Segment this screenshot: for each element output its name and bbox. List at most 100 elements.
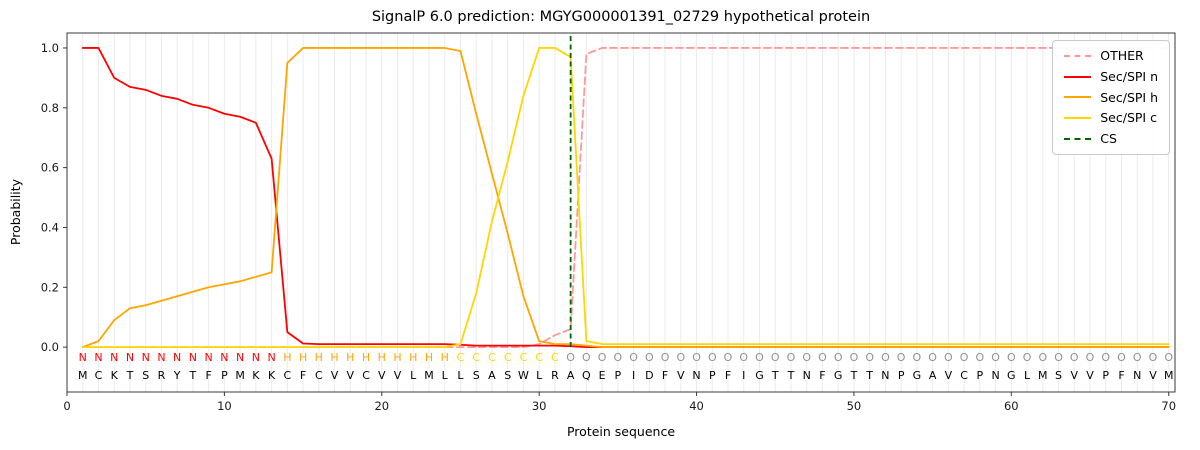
svg-text:F: F [1118, 369, 1124, 382]
svg-text:O: O [1070, 351, 1079, 364]
legend-item-sec-spi-n: Sec/SPI n [1064, 68, 1158, 84]
svg-text:O: O [598, 351, 607, 364]
svg-text:O: O [724, 351, 733, 364]
svg-text:A: A [488, 369, 496, 382]
svg-text:Q: Q [582, 369, 591, 382]
svg-text:V: V [394, 369, 402, 382]
svg-text:O: O [1101, 351, 1110, 364]
svg-text:M: M [78, 369, 88, 382]
svg-text:K: K [268, 369, 276, 382]
svg-text:O: O [976, 351, 985, 364]
svg-text:T: T [865, 369, 873, 382]
svg-text:N: N [126, 351, 134, 364]
svg-text:P: P [1102, 369, 1109, 382]
svg-text:50: 50 [847, 399, 862, 413]
svg-text:O: O [676, 351, 685, 364]
svg-text:E: E [599, 369, 606, 382]
svg-text:O: O [1117, 351, 1126, 364]
svg-text:N: N [142, 351, 150, 364]
svg-text:C: C [960, 369, 968, 382]
svg-text:O: O [944, 351, 953, 364]
svg-text:N: N [220, 351, 228, 364]
svg-text:H: H [283, 351, 291, 364]
legend-label: CS [1100, 131, 1117, 146]
svg-text:N: N [803, 369, 811, 382]
svg-text:O: O [708, 351, 717, 364]
svg-text:O: O [1086, 351, 1095, 364]
legend-label: Sec/SPI h [1100, 89, 1158, 105]
svg-text:O: O [755, 351, 764, 364]
svg-text:O: O [865, 351, 874, 364]
svg-text:O: O [661, 351, 670, 364]
svg-text:F: F [725, 369, 731, 382]
svg-text:O: O [960, 351, 969, 364]
svg-text:A: A [929, 369, 937, 382]
svg-text:V: V [347, 369, 355, 382]
svg-text:K: K [252, 369, 260, 382]
svg-text:T: T [787, 369, 795, 382]
svg-text:M: M [235, 369, 245, 382]
svg-text:P: P [615, 369, 622, 382]
svg-text:R: R [551, 369, 559, 382]
legend-label: Sec/SPI c [1100, 110, 1157, 126]
svg-text:D: D [645, 369, 653, 382]
svg-text:N: N [110, 351, 118, 364]
svg-text:O: O [881, 351, 890, 364]
svg-text:P: P [221, 369, 228, 382]
svg-text:T: T [850, 369, 858, 382]
svg-text:O: O [1054, 351, 1063, 364]
svg-text:C: C [551, 351, 559, 364]
svg-text:O: O [787, 351, 796, 364]
svg-text:O: O [1164, 351, 1173, 364]
svg-text:L: L [1024, 369, 1031, 382]
svg-text:H: H [299, 351, 307, 364]
svg-text:L: L [457, 369, 464, 382]
svg-text:F: F [300, 369, 306, 382]
svg-text:O: O [1038, 351, 1047, 364]
svg-text:Y: Y [173, 369, 181, 382]
svg-text:G: G [834, 369, 843, 382]
legend-line-sample [1064, 96, 1092, 99]
svg-text:0: 0 [63, 399, 70, 413]
svg-text:O: O [582, 351, 591, 364]
svg-text:F: F [662, 369, 668, 382]
svg-text:70: 70 [1161, 399, 1176, 413]
svg-text:10: 10 [217, 399, 232, 413]
svg-text:20: 20 [374, 399, 389, 413]
svg-text:N: N [881, 369, 889, 382]
svg-text:S: S [473, 369, 480, 382]
svg-text:O: O [1007, 351, 1016, 364]
svg-text:O: O [818, 351, 827, 364]
svg-text:A: A [567, 369, 575, 382]
svg-text:O: O [1133, 351, 1142, 364]
svg-text:W: W [518, 369, 529, 382]
svg-text:O: O [928, 351, 937, 364]
svg-text:0.6: 0.6 [41, 161, 59, 175]
legend-label: OTHER [1100, 48, 1144, 63]
svg-text:N: N [252, 351, 260, 364]
svg-text:0.8: 0.8 [41, 101, 59, 115]
svg-text:O: O [692, 351, 701, 364]
svg-text:H: H [409, 351, 417, 364]
svg-text:G: G [755, 369, 764, 382]
svg-text:V: V [945, 369, 953, 382]
svg-text:C: C [283, 369, 291, 382]
legend-label: Sec/SPI n [1100, 68, 1158, 84]
svg-text:M: M [1164, 369, 1174, 382]
svg-text:V: V [1071, 369, 1079, 382]
svg-text:C: C [315, 369, 323, 382]
svg-text:O: O [802, 351, 811, 364]
svg-text:H: H [330, 351, 338, 364]
svg-text:L: L [410, 369, 417, 382]
svg-text:N: N [189, 351, 197, 364]
svg-text:I: I [742, 369, 745, 382]
svg-text:N: N [267, 351, 275, 364]
svg-text:40: 40 [689, 399, 704, 413]
svg-text:O: O [566, 351, 575, 364]
svg-text:O: O [850, 351, 859, 364]
svg-text:S: S [142, 369, 149, 382]
svg-text:V: V [1149, 369, 1157, 382]
svg-text:N: N [205, 351, 213, 364]
chart-title: SignalP 6.0 prediction: MGYG000001391_02… [371, 9, 871, 25]
